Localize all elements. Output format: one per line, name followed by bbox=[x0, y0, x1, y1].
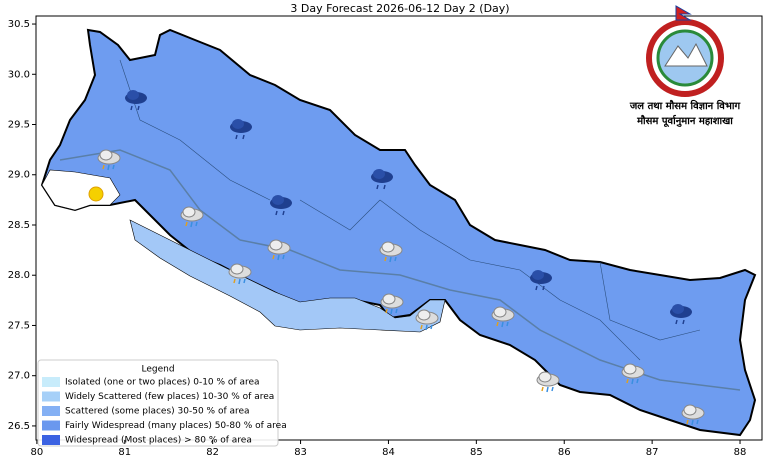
y-tick-label: 28.5 bbox=[8, 220, 30, 231]
y-tick-label: 30.5 bbox=[8, 19, 30, 30]
y-tick-label: 26.5 bbox=[8, 421, 30, 432]
legend-swatch bbox=[42, 377, 60, 387]
y-tick-label: 30.0 bbox=[8, 69, 30, 80]
x-tick-label: 83 bbox=[294, 447, 307, 458]
y-tick-label: 29.0 bbox=[8, 170, 30, 181]
weather-icons bbox=[88, 89, 705, 426]
logo: जल तथा मौसम विज्ञान विभाग मौसम पूर्वानुम… bbox=[629, 5, 741, 128]
legend-label: Widely Scattered (few places) 10-30 % of… bbox=[65, 392, 274, 402]
legend-swatch bbox=[42, 391, 60, 402]
y-tick-label: 27.5 bbox=[8, 320, 30, 331]
legend-box bbox=[37, 359, 279, 447]
legend: Legend Isolated (one or two places) 0-10… bbox=[37, 359, 287, 447]
legend-title: Legend bbox=[141, 365, 174, 375]
legend-label: Widespread (Most places) > 80 % of area bbox=[65, 436, 252, 446]
y-tick-label: 29.5 bbox=[8, 120, 30, 131]
logo-line1: जल तथा मौसम विज्ञान विभाग bbox=[629, 99, 741, 112]
axes: 80 81 82 83 84 85 86 87 88 26.5 27.0 27.5 28.0 28.5 29… bbox=[8, 19, 747, 458]
legend-swatch bbox=[42, 406, 60, 416]
light-region bbox=[129, 219, 446, 333]
x-tick-label: 85 bbox=[470, 447, 483, 458]
x-tick-label: 86 bbox=[558, 447, 571, 458]
x-tick-label: 82 bbox=[206, 447, 219, 458]
x-tick-label: 84 bbox=[382, 447, 395, 458]
logo-line2: मौसम पूर्वानुमान महाशाखा bbox=[636, 114, 733, 128]
x-tick-label: 87 bbox=[646, 447, 659, 458]
legend-swatch bbox=[42, 420, 60, 431]
legend-label: Isolated (one or two places) 0-10 % of a… bbox=[65, 378, 260, 388]
x-tick-label: 80 bbox=[31, 447, 44, 458]
y-tick-label: 28.0 bbox=[8, 270, 30, 281]
legend-label: Fairly Widespread (many places) 50-80 % … bbox=[65, 421, 287, 431]
y-tick-label: 27.0 bbox=[8, 371, 30, 382]
legend-swatch bbox=[42, 435, 60, 445]
x-tick-label: 81 bbox=[118, 447, 131, 458]
legend-label: Scattered (some places) 30-50 % of area bbox=[65, 407, 250, 417]
x-tick-label: 88 bbox=[734, 447, 747, 458]
map-title: 3 Day Forecast 2026-06-12 Day 2 (Day) bbox=[290, 2, 509, 15]
